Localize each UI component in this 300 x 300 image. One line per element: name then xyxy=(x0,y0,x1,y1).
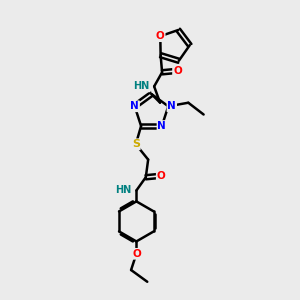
Text: S: S xyxy=(132,139,140,149)
Text: HN: HN xyxy=(134,81,150,92)
Text: N: N xyxy=(167,101,176,111)
Text: N: N xyxy=(158,121,166,131)
Text: O: O xyxy=(157,171,166,181)
Text: N: N xyxy=(130,101,139,111)
Text: O: O xyxy=(173,66,182,76)
Text: HN: HN xyxy=(115,185,131,196)
Text: O: O xyxy=(132,249,141,259)
Text: O: O xyxy=(156,31,165,41)
